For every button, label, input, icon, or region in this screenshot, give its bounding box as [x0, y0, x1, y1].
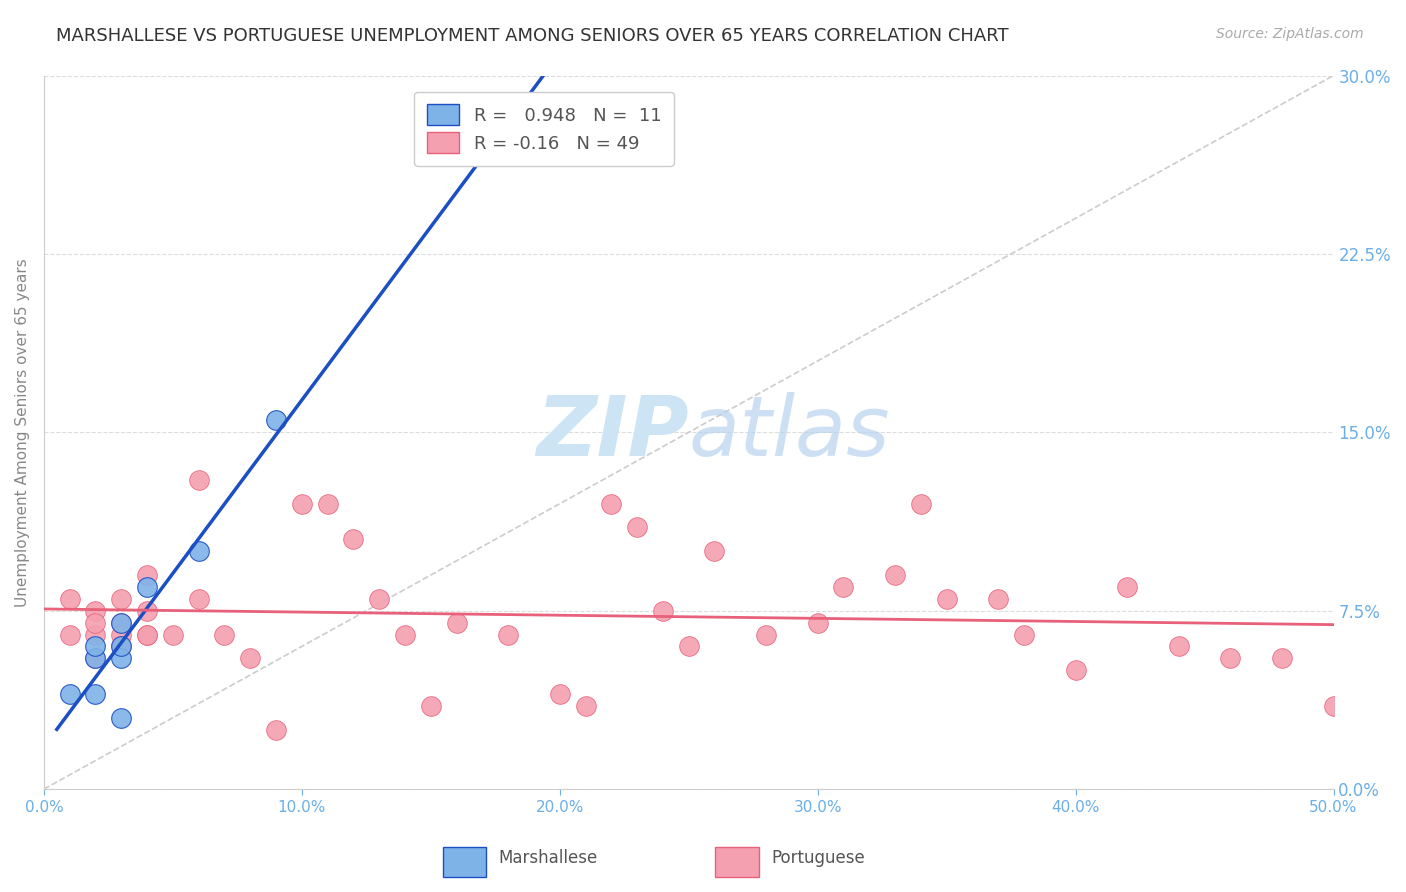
- Point: [59, 687, 82, 701]
- Point: [110, 651, 132, 665]
- Point: [84, 651, 107, 665]
- Point: [651, 604, 673, 618]
- Bar: [716, 847, 759, 877]
- Text: Source: ZipAtlas.com: Source: ZipAtlas.com: [1216, 27, 1364, 41]
- Point: [496, 627, 519, 641]
- Point: [84, 651, 107, 665]
- Text: ZIP: ZIP: [536, 392, 689, 473]
- Point: [1322, 698, 1344, 713]
- Point: [291, 497, 314, 511]
- Point: [755, 627, 778, 641]
- Point: [884, 568, 907, 582]
- Point: [342, 533, 364, 547]
- Point: [264, 723, 287, 737]
- Legend: R =   0.948   N =  11, R = -0.16   N = 49: R = 0.948 N = 11, R = -0.16 N = 49: [413, 92, 673, 166]
- Point: [84, 640, 107, 654]
- Point: [1271, 651, 1294, 665]
- Text: Marshallese: Marshallese: [499, 849, 598, 867]
- Point: [1167, 640, 1189, 654]
- Point: [59, 627, 82, 641]
- Point: [136, 580, 159, 594]
- Point: [187, 544, 209, 558]
- Point: [548, 687, 571, 701]
- Point: [110, 615, 132, 630]
- Text: Portuguese: Portuguese: [770, 849, 865, 867]
- Point: [162, 627, 184, 641]
- Point: [1012, 627, 1035, 641]
- Point: [807, 615, 830, 630]
- Point: [239, 651, 262, 665]
- Point: [110, 711, 132, 725]
- Point: [59, 591, 82, 606]
- Point: [987, 591, 1010, 606]
- Point: [84, 615, 107, 630]
- Point: [368, 591, 391, 606]
- Point: [187, 473, 209, 487]
- Bar: [443, 847, 486, 877]
- Point: [626, 520, 648, 534]
- Point: [84, 604, 107, 618]
- Text: atlas: atlas: [689, 392, 890, 473]
- Point: [394, 627, 416, 641]
- Point: [136, 627, 159, 641]
- Point: [832, 580, 855, 594]
- Point: [110, 627, 132, 641]
- Point: [187, 591, 209, 606]
- Point: [1116, 580, 1139, 594]
- Point: [136, 568, 159, 582]
- Point: [574, 698, 596, 713]
- Point: [214, 627, 236, 641]
- Point: [136, 627, 159, 641]
- Text: MARSHALLESE VS PORTUGUESE UNEMPLOYMENT AMONG SENIORS OVER 65 YEARS CORRELATION C: MARSHALLESE VS PORTUGUESE UNEMPLOYMENT A…: [56, 27, 1010, 45]
- Point: [419, 698, 441, 713]
- Point: [678, 640, 700, 654]
- Point: [110, 640, 132, 654]
- Point: [1064, 663, 1087, 677]
- Point: [264, 413, 287, 427]
- Point: [84, 627, 107, 641]
- Point: [935, 591, 957, 606]
- Point: [316, 497, 339, 511]
- Point: [703, 544, 725, 558]
- Point: [110, 591, 132, 606]
- Point: [446, 615, 468, 630]
- Point: [600, 497, 623, 511]
- Point: [910, 497, 932, 511]
- Y-axis label: Unemployment Among Seniors over 65 years: Unemployment Among Seniors over 65 years: [15, 258, 30, 607]
- Point: [136, 604, 159, 618]
- Point: [110, 615, 132, 630]
- Point: [110, 640, 132, 654]
- Point: [1219, 651, 1241, 665]
- Point: [84, 687, 107, 701]
